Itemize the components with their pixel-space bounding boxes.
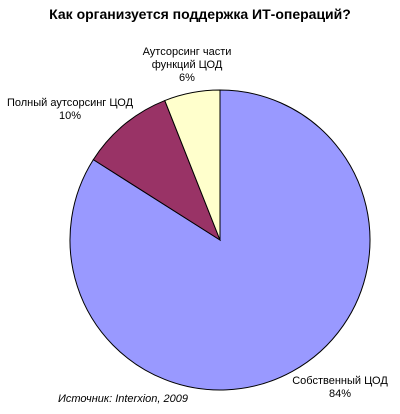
- slice-label: Полный аутсорсинг ЦОД: [6, 97, 134, 109]
- slice-label: Аутсорсинг части функций ЦОД: [142, 46, 232, 71]
- pie-slice: [92, 99, 222, 242]
- pie-slice: [164, 89, 221, 241]
- value-label: 84%: [328, 388, 352, 400]
- chart-title: Как организуется поддержка ИТ-операций?: [49, 6, 351, 22]
- value-label: 6%: [179, 72, 195, 84]
- source-note: Источник: Interxion, 2009: [58, 393, 188, 405]
- slice-label: Собственный ЦОД: [292, 375, 388, 387]
- value-label: 10%: [58, 110, 82, 122]
